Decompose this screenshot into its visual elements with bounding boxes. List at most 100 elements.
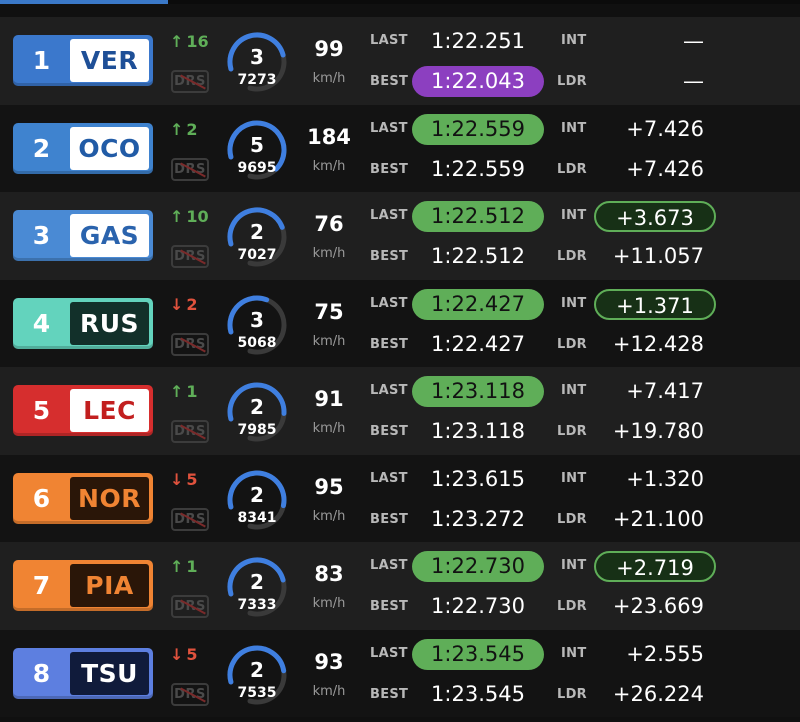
best-lap-time: 1:22.512 [431,244,525,268]
rpm-gauge: 5 9695 [226,119,288,181]
position-change: ↑ 2 [170,120,218,139]
best-lap-label: BEST [370,74,409,89]
speed-unit: km/h [312,71,346,86]
gear-number: 2 [250,657,264,682]
interval-gap: +1.320 [626,466,704,491]
interval-label: INT [561,383,587,398]
position-change: ↑ 16 [170,32,218,51]
position-change-value: 10 [186,207,209,226]
position-change-arrow-icon: ↓ [170,644,184,664]
last-lap-time: 1:22.251 [431,29,525,53]
best-lap-time: 1:22.043 [412,66,544,97]
rpm-gauge: 2 7535 [226,644,288,706]
gear-number: 3 [250,45,264,69]
speed-value: 91 [314,387,344,411]
last-lap-time: 1:23.615 [431,466,525,491]
drs-indicator: DRS [171,507,209,531]
position-number: 1 [32,46,51,75]
last-lap-time: 1:22.559 [412,113,544,145]
driver-row[interactable]: 7 PIA ↑1 DRS 2 7333 83 km/h LAST BEST 1:… [0,542,800,630]
best-lap-label: BEST [370,424,409,439]
driver-badge[interactable]: 5 LEC [13,385,153,436]
speed-value: 184 [307,124,351,149]
rpm-value: 7273 [237,72,277,88]
driver-row[interactable]: 6 NOR ↓5 DRS 2 8341 95 km/h LAST BEST 1:… [0,454,800,542]
position-change: ↓ 2 [170,295,218,314]
best-lap-label: BEST [370,161,409,177]
driver-badge[interactable]: 1 VER [13,35,153,86]
position-change: ↓ 5 [170,470,218,489]
leader-gap: +26.224 [612,681,704,706]
rpm-gauge: 3 5068 [226,294,288,356]
best-lap-time: 1:22.427 [431,331,525,356]
driver-code: GAS [70,214,149,257]
interval-label: INT [561,33,587,48]
rpm-value: 5068 [237,334,277,351]
interval-gap: +7.417 [626,379,704,403]
position-change: ↓ 5 [170,645,218,664]
rpm-gauge-arc-icon [227,120,287,179]
position-number: 6 [32,483,51,513]
gear-number: 3 [250,307,264,332]
position-change: ↑ 1 [170,557,218,576]
speed-value: 75 [314,299,344,324]
interval-label: INT [561,208,587,223]
rpm-gauge-arc-icon [227,645,287,704]
driver-badge[interactable]: 2 OCO [13,122,153,174]
driver-badge[interactable]: 6 NOR [13,472,153,524]
speed-value: 99 [314,37,344,61]
leader-gap: +12.428 [612,331,704,356]
last-lap-label: LAST [370,558,408,573]
position-change-value: 16 [186,32,209,51]
drs-indicator: DRS [171,595,209,618]
speed-unit: km/h [312,158,346,174]
drs-indicator: DRS [171,245,209,268]
best-lap-time: 1:23.272 [431,506,525,531]
driver-row[interactable]: 1 VER ↑16 DRS 3 7273 99 km/h LAST BEST 1… [0,17,800,105]
driver-badge[interactable]: 3 GAS [13,210,153,261]
driver-badge[interactable]: 8 TSU [13,647,153,699]
leader-gap-label: LDR [557,74,587,89]
rpm-gauge-arc-icon [227,382,287,442]
leader-gap-label: LDR [557,511,587,527]
top-strip [0,0,800,4]
position-change-value: 1 [186,557,198,576]
interval-label: INT [561,645,587,661]
leader-gap: +21.100 [612,506,704,531]
gear-number: 2 [250,482,264,507]
interval-gap: +1.371 [594,288,716,320]
leader-gap-label: LDR [557,599,587,614]
rpm-value: 7027 [237,247,277,263]
position-change-arrow-icon: ↑ [170,557,184,576]
best-lap-time: 1:22.559 [431,156,525,181]
position-change-arrow-icon: ↑ [170,382,184,401]
driver-badge[interactable]: 4 RUS [13,297,153,349]
interval-label: INT [561,558,587,573]
driver-row[interactable]: 3 GAS ↑10 DRS 2 7027 76 km/h LAST BEST 1… [0,192,800,280]
best-lap-label: BEST [370,336,409,352]
drs-indicator: DRS [171,682,209,706]
speed-value: 76 [314,212,344,236]
gear-number: 2 [250,570,264,594]
driver-badge[interactable]: 7 PIA [13,560,153,611]
leader-gap-label: LDR [557,424,587,439]
rpm-gauge: 3 7273 [226,31,288,93]
rpm-value: 9695 [237,159,277,176]
driver-row[interactable]: 8 TSU ↓5 DRS 2 7535 93 km/h LAST BEST 1:… [0,629,800,717]
drs-indicator: DRS [171,157,209,181]
rpm-gauge: 2 8341 [226,469,288,531]
driver-code: NOR [70,476,149,520]
position-number: 7 [32,571,51,600]
leader-gap-label: LDR [557,249,587,264]
position-change-value: 1 [186,382,198,401]
position-change-arrow-icon: ↑ [170,119,184,139]
best-lap-label: BEST [370,511,409,527]
driver-row[interactable]: 2 OCO ↑2 DRS 5 9695 184 km/h LAST BEST 1… [0,104,800,192]
driver-row[interactable]: 5 LEC ↑1 DRS 2 7985 91 km/h LAST BEST 1:… [0,367,800,455]
driver-row[interactable]: 4 RUS ↓2 DRS 3 5068 75 km/h LAST BEST 1:… [0,279,800,367]
rpm-gauge: 2 7985 [226,381,288,443]
interval-gap: +7.426 [626,116,704,141]
position-change-value: 5 [186,469,198,489]
speed-unit: km/h [312,508,346,524]
leader-gap-label: LDR [557,336,587,352]
